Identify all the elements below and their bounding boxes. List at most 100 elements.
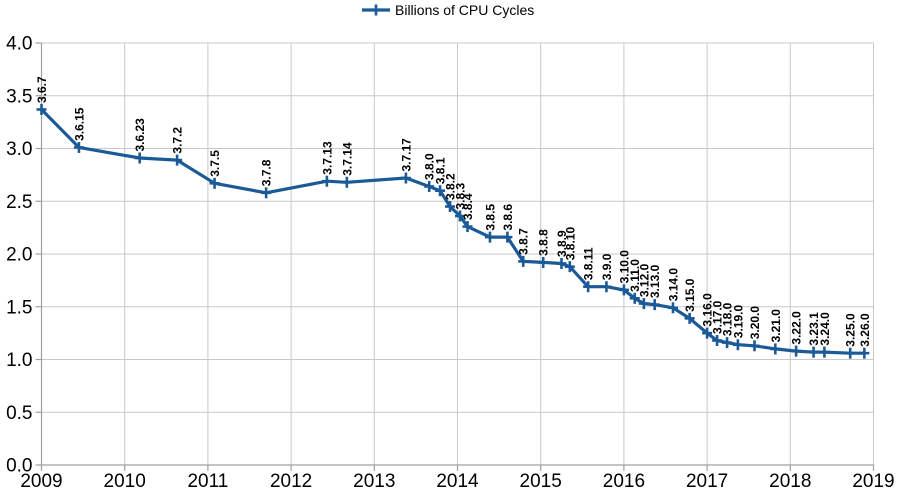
data-point-marker <box>859 347 870 359</box>
x-axis-tick-label: 2011 <box>187 471 228 492</box>
y-axis-tick-label: 1.0 <box>6 350 32 371</box>
data-point-marker <box>770 343 781 355</box>
data-point-marker <box>732 339 743 351</box>
data-point-label: 3.23.1 <box>807 312 821 346</box>
data-point-marker <box>629 292 640 304</box>
data-point-marker <box>502 231 513 243</box>
data-point-label: 3.15.0 <box>683 278 697 312</box>
data-point-marker <box>702 327 713 339</box>
data-point-label: 3.8.8 <box>537 229 551 256</box>
data-point-label: 3.7.5 <box>208 150 222 177</box>
data-point-marker <box>791 345 802 357</box>
data-point-marker <box>261 187 272 199</box>
data-point-marker <box>667 302 678 314</box>
data-point-marker <box>538 256 549 268</box>
data-point-marker <box>484 231 495 243</box>
data-point-marker <box>749 340 760 352</box>
data-point-label: 3.25.0 <box>844 313 858 347</box>
y-axis-tick-label: 1.5 <box>6 297 32 318</box>
data-point-label: 3.9.0 <box>600 253 614 280</box>
data-point-marker <box>556 257 567 269</box>
data-point-marker <box>518 255 529 267</box>
data-point-label: 3.12.0 <box>637 263 651 297</box>
data-point-label: 3.6.7 <box>35 76 49 103</box>
x-axis-tick-label: 2014 <box>436 471 479 492</box>
data-point-label: 3.11.0 <box>628 259 642 292</box>
data-point-label: 3.7.14 <box>340 142 354 176</box>
data-point-marker <box>462 221 473 233</box>
data-point-label: 3.17.0 <box>711 300 725 334</box>
y-axis-tick-label: 0.0 <box>6 456 32 477</box>
x-axis-tick-label: 2016 <box>603 471 645 492</box>
data-point-marker <box>172 154 183 166</box>
x-axis-tick-label: 2010 <box>104 471 146 492</box>
data-point-label: 3.8.2 <box>444 173 458 200</box>
legend: Billions of CPU Cycles <box>362 2 534 18</box>
data-point-label: 3.20.0 <box>748 306 762 340</box>
data-point-label: 3.7.8 <box>260 159 274 186</box>
x-axis-tick-label: 2009 <box>20 471 62 492</box>
data-point-label: 3.16.0 <box>701 293 715 327</box>
data-point-label: 3.7.13 <box>320 141 334 175</box>
data-point-label: 3.8.0 <box>423 153 437 180</box>
x-axis-tick-label: 2015 <box>520 471 562 492</box>
data-point-label: 3.10.0 <box>617 250 631 284</box>
data-point-marker <box>134 152 145 164</box>
data-point-marker <box>564 261 575 273</box>
data-point-label: 3.8.3 <box>454 182 468 209</box>
y-axis-tick-label: 2.5 <box>6 192 32 213</box>
x-axis-tick-label: 2013 <box>353 471 395 492</box>
data-point-label: 3.8.4 <box>461 193 475 220</box>
y-axis-tick-label: 4.0 <box>6 34 32 55</box>
data-point-marker <box>712 335 723 347</box>
data-point-marker <box>618 284 629 296</box>
data-point-label: 3.6.23 <box>133 118 147 152</box>
data-point-label: 3.7.2 <box>171 127 185 154</box>
data-point-label: 3.8.10 <box>563 227 577 261</box>
data-point-marker <box>819 346 830 358</box>
data-point-label: 3.8.11 <box>582 247 596 280</box>
data-point-marker <box>601 281 612 293</box>
data-point-label: 3.8.5 <box>483 204 497 231</box>
data-point-marker <box>73 141 84 153</box>
x-axis-tick-label: 2018 <box>769 471 811 492</box>
data-point-label: 3.26.0 <box>858 313 872 347</box>
data-point-marker <box>36 103 47 115</box>
data-point-label: 3.24.0 <box>818 312 832 346</box>
data-point-label: 3.8.6 <box>501 204 515 231</box>
data-point-label: 3.8.1 <box>434 157 448 184</box>
legend-label: Billions of CPU Cycles <box>395 2 534 18</box>
data-point-label: 3.13.0 <box>648 264 662 298</box>
data-point-marker <box>341 176 352 188</box>
data-point-marker <box>638 298 649 310</box>
data-point-marker <box>400 172 411 184</box>
data-point-marker <box>808 346 819 358</box>
data-point-label: 3.18.0 <box>721 302 735 336</box>
data-point-marker <box>435 185 446 197</box>
x-axis-tick-label: 2019 <box>852 471 894 492</box>
data-point-label: 3.22.0 <box>790 311 804 345</box>
y-axis-tick-label: 0.5 <box>6 403 32 424</box>
y-axis-tick-label: 3.5 <box>6 86 32 107</box>
x-axis-tick-label: 2012 <box>270 471 312 492</box>
y-axis-tick-label: 2.0 <box>6 245 32 266</box>
data-point-marker <box>424 180 435 192</box>
data-point-marker <box>209 177 220 189</box>
y-axis-tick-label: 3.0 <box>6 139 32 160</box>
data-point-marker <box>454 210 465 222</box>
data-point-label: 3.14.0 <box>667 268 681 302</box>
data-point-marker <box>321 175 332 187</box>
data-point-marker <box>583 281 594 293</box>
data-point-label: 3.6.15 <box>72 107 86 141</box>
data-point-marker <box>649 299 660 311</box>
data-point-marker <box>845 347 856 359</box>
data-point-label: 3.19.0 <box>731 305 745 339</box>
data-point-label: 3.8.9 <box>555 230 569 257</box>
data-point-marker <box>445 201 456 213</box>
x-axis-tick-label: 2017 <box>686 471 728 492</box>
data-point-label: 3.8.7 <box>517 228 531 255</box>
data-point-marker <box>684 312 695 324</box>
plot-area: 0.0 0.5 1.0 1.5 2.0 2.5 3.0 3.5 4.0 2009 2010 2011 2… <box>6 34 895 493</box>
data-point-label: 3.21.0 <box>769 309 783 343</box>
